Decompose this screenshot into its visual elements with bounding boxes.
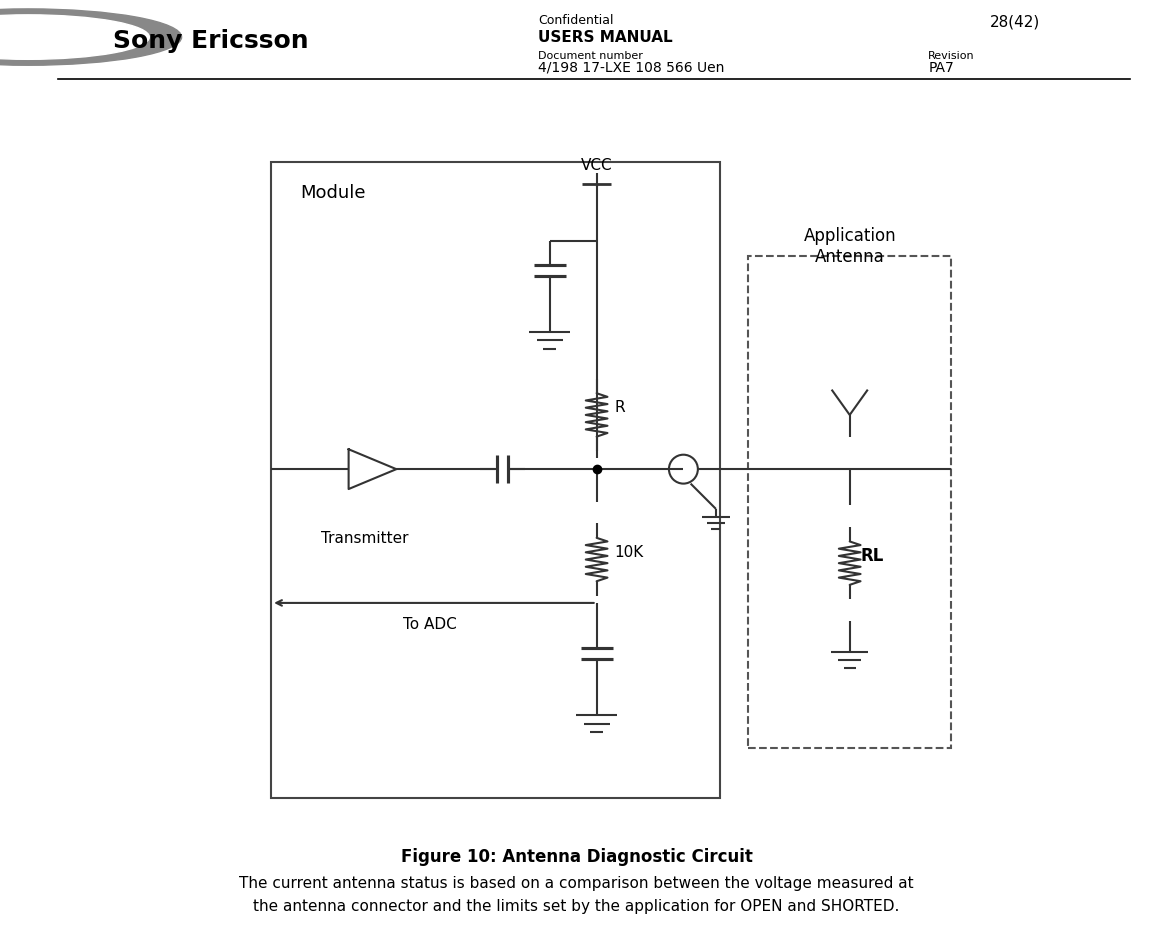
Text: VCC: VCC xyxy=(581,158,612,172)
Circle shape xyxy=(0,9,182,65)
Text: Application
Antenna: Application Antenna xyxy=(804,227,896,266)
Text: 4/198 17-LXE 108 566 Uen: 4/198 17-LXE 108 566 Uen xyxy=(538,61,725,75)
Text: The current antenna status is based on a comparison between the voltage measured: The current antenna status is based on a… xyxy=(239,876,914,891)
Bar xyxy=(271,162,719,798)
Text: 28(42): 28(42) xyxy=(990,14,1040,29)
Text: 10K: 10K xyxy=(615,545,645,560)
Text: Transmitter: Transmitter xyxy=(322,530,409,546)
Text: RL: RL xyxy=(860,547,884,565)
Text: Sony Ericsson: Sony Ericsson xyxy=(113,29,309,53)
Text: Module: Module xyxy=(300,184,366,201)
Text: R: R xyxy=(615,400,625,415)
Text: Document number: Document number xyxy=(538,51,643,61)
Text: the antenna connector and the limits set by the application for OPEN and SHORTED: the antenna connector and the limits set… xyxy=(254,899,899,914)
Text: PA7: PA7 xyxy=(928,61,954,75)
Text: To ADC: To ADC xyxy=(404,617,458,632)
Bar xyxy=(748,256,951,747)
Text: USERS MANUAL: USERS MANUAL xyxy=(538,30,673,44)
Circle shape xyxy=(0,15,149,59)
Text: Revision: Revision xyxy=(928,51,974,61)
Text: Figure 10: Antenna Diagnostic Circuit: Figure 10: Antenna Diagnostic Circuit xyxy=(400,848,753,866)
Text: Confidential: Confidential xyxy=(538,14,613,27)
